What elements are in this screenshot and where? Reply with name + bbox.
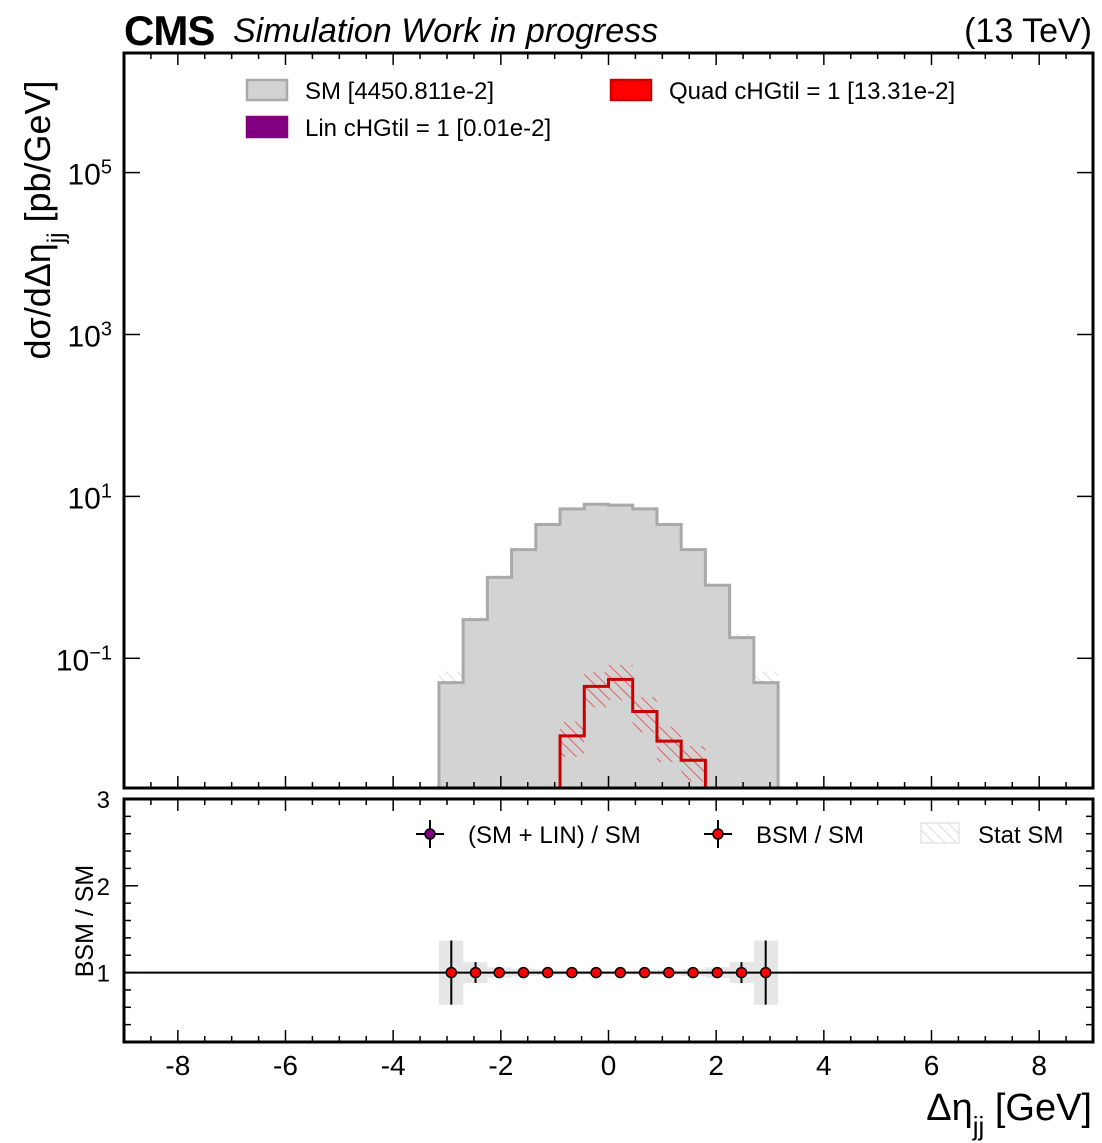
tick-base: 10 (68, 320, 101, 353)
sm-histogram-fill (438, 504, 779, 788)
legend-stat-swatch (920, 822, 960, 844)
x-label-unit: [GeV] (984, 1087, 1092, 1129)
x-tick-label: -2 (488, 1050, 513, 1081)
energy-label: (13 TeV) (964, 12, 1092, 50)
quad-stat-hatch (656, 726, 682, 763)
bsm-ratio-point (687, 966, 699, 979)
bsm-ratio-point (735, 966, 748, 979)
ratio-y-tick-label: 1 (97, 961, 110, 988)
main-y-tick-label: 101 (68, 480, 113, 515)
quad-histogram-line (558, 677, 707, 788)
x-label-text: Δη (926, 1087, 973, 1129)
tick-exponent: 1 (101, 480, 112, 502)
bsm-ratio-point (614, 966, 627, 979)
quad-stat-hatch (681, 746, 706, 782)
bsm-ratio-point (469, 966, 482, 979)
main-plot-area (437, 502, 780, 788)
y-label-unit: [pb/GeV] (17, 80, 58, 232)
legend-swatch (609, 78, 653, 102)
bsm-ratio-point (711, 966, 723, 979)
sm-histogram-line (437, 502, 780, 788)
bsm-ratio-point (759, 966, 772, 979)
ratio-y-axis-label: BSM / SM (71, 865, 99, 978)
main-y-tick-label: 10−1 (56, 642, 112, 677)
bsm-ratio-point (445, 966, 458, 979)
legend-label: Quad cHGtil = 1 [13.31e-2] (669, 78, 955, 105)
legend-marker-point (712, 828, 724, 840)
legend-marker-point (424, 828, 436, 840)
ratio-plot-area (124, 940, 1093, 1005)
ratio-y-tick-label: 2 (97, 874, 110, 901)
legend-label: Lin cHGtil = 1 [0.01e-2] (305, 115, 551, 142)
legend-swatch (245, 78, 289, 102)
bsm-ratio-point (566, 966, 578, 979)
y-label-subscript: jj (43, 233, 70, 245)
x-tick-label: 0 (601, 1050, 617, 1081)
bsm-ratio-point (590, 966, 602, 979)
ratio-legend-label: BSM / SM (756, 822, 864, 849)
x-tick-label: 4 (816, 1050, 832, 1081)
bsm-ratio-point (663, 966, 675, 979)
main-y-tick-label: 105 (68, 157, 113, 192)
ratio-y-tick-label: 3 (97, 787, 110, 814)
bsm-ratio-point (493, 966, 505, 979)
quad-stat-hatch (560, 721, 585, 757)
tick-exponent: 5 (101, 157, 112, 179)
experiment-label: CMS (124, 7, 215, 54)
x-tick-label: -6 (273, 1050, 298, 1081)
y-label-text: dσ/dΔη (17, 243, 58, 359)
tick-base: 10 (68, 482, 101, 515)
tick-exponent: 3 (101, 318, 112, 340)
x-tick-label: 6 (924, 1050, 940, 1081)
quad-stat-hatch (632, 697, 657, 733)
legend-swatch (245, 115, 289, 139)
bsm-ratio-point (541, 966, 554, 979)
x-tick-label: 2 (708, 1050, 724, 1081)
quad-stat-hatch (584, 672, 609, 708)
main-y-tick-label: 103 (68, 318, 113, 353)
x-tick-label: -8 (165, 1050, 190, 1081)
status-label: Simulation Work in progress (233, 12, 659, 50)
bsm-ratio-point (517, 966, 530, 979)
x-tick-label: -4 (381, 1050, 406, 1081)
tick-base: 10 (56, 644, 89, 677)
bsm-ratio-point (638, 966, 651, 979)
tick-exponent: −1 (89, 642, 112, 664)
ratio-panel: -8 -6 -4 -2 0 2 4 6 8 1 2 3 BSM / SM Δηjj [GeV] (SM + … (71, 787, 1095, 1141)
x-label-subscript: jj (972, 1111, 985, 1141)
main-y-axis-label: dσ/dΔηjj [pb/GeV] (17, 80, 70, 359)
quad-stat-hatch (608, 665, 633, 701)
tick-base: 10 (68, 159, 101, 192)
x-axis-label: Δηjj [GeV] (926, 1087, 1092, 1141)
legend-label: SM [4450.811e-2] (305, 78, 494, 105)
ratio-legend-label: (SM + LIN) / SM (468, 822, 641, 849)
x-tick-label: 8 (1031, 1050, 1047, 1081)
ratio-legend-label: Stat SM (978, 822, 1063, 849)
